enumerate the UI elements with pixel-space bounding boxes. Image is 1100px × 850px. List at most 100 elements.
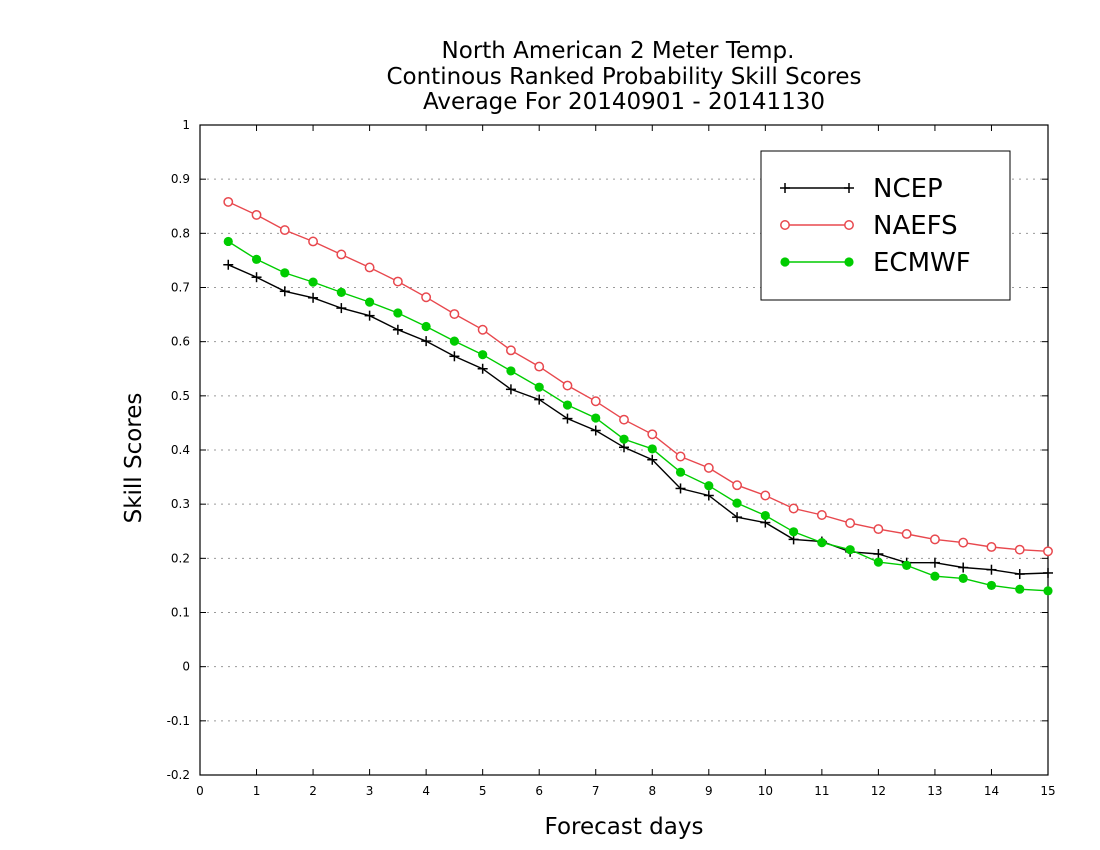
data-point [251,254,262,264]
data-point [675,467,686,477]
data-point [562,380,573,391]
x-tick-label: 13 [927,784,942,798]
y-axis-ticks: -0.2 -0.1 0 0.1 0.2 0.3 0.4 0.5 0.6 0.7 0.8 0.9 1 [167,118,1048,782]
x-tick-label: 8 [648,784,656,798]
data-point [223,196,234,207]
series-naefs [223,196,1053,557]
x-tick-label: 7 [592,784,600,798]
data-point [760,510,770,521]
x-tick-label: 14 [984,784,999,798]
data-point [902,560,912,570]
data-point [421,336,432,347]
data-point [647,454,658,465]
data-point [647,429,658,440]
legend-item-ncep: NCEP [780,174,943,204]
data-point [534,361,545,372]
data-point [958,562,969,573]
data-point [732,512,743,523]
data-point [223,236,233,247]
data-point [816,510,827,520]
x-axis-title: Forecast days [545,814,704,840]
y-tick-label: 0.2 [171,551,190,565]
legend-marker [780,257,790,267]
data-point [1043,586,1053,596]
data-point [845,545,855,555]
data-point [619,414,629,425]
x-tick-label: 1 [253,784,261,798]
data-point [365,297,375,307]
data-point [675,451,686,462]
data-point [958,573,968,583]
data-point [986,542,997,552]
data-point [703,490,714,501]
y-tick-label: -0.1 [167,714,190,728]
legend-item-naefs: NAEFS [780,211,958,241]
data-point [393,308,403,318]
data-point [251,272,262,283]
data-point [873,549,884,559]
data-point [223,259,234,270]
title-line-3: Average For 20140901 - 20141130 [423,89,825,115]
data-point [873,524,884,535]
y-tick-label: 1 [182,118,190,132]
data-point [506,366,516,376]
y-tick-label: 0.6 [171,335,190,349]
data-point [873,557,884,567]
data-point [562,400,573,410]
x-tick-label: 0 [196,784,204,798]
legend: NCEP NAEFS ECMWF [760,150,1011,301]
data-point [590,425,601,436]
series-line-ecmwf [227,240,1049,592]
data-point [789,527,799,537]
data-point [986,564,997,575]
data-point [392,276,403,287]
title-line-1: North American 2 Meter Temp. [442,38,795,64]
data-point [591,413,601,423]
data-point [308,292,319,303]
y-tick-label: 0.4 [171,443,190,457]
data-point [929,557,940,568]
data-point [505,384,516,395]
legend-item-ecmwf: ECMWF [780,248,971,278]
chart-title: North American 2 Meter Temp. Continous R… [386,38,861,115]
data-point [477,363,488,374]
x-tick-label: 3 [366,784,374,798]
title-line-2: Continous Ranked Probability Skill Score… [386,64,861,90]
data-point [279,225,290,236]
data-point [364,262,375,273]
data-point [1043,567,1053,578]
y-tick-label: 0.1 [171,606,190,620]
data-point [336,287,346,297]
legend-label: NAEFS [873,211,958,241]
data-point [619,442,629,453]
series-line-ncep [228,264,1049,575]
x-tick-label: 4 [422,784,430,798]
x-tick-label: 2 [309,784,317,798]
data-point [845,518,856,529]
y-tick-label: 0.9 [171,172,190,186]
y-tick-label: 0.3 [171,497,190,511]
y-tick-label: 0.7 [171,281,190,295]
y-tick-label: 0 [182,660,190,674]
data-point [929,534,940,545]
x-tick-label: 15 [1040,784,1055,798]
data-point [732,498,742,508]
data-point [534,382,544,392]
series-ecmwf [223,236,1053,596]
data-point [647,444,657,454]
data-point [958,537,969,548]
data-point [986,580,997,591]
data-point [817,538,827,548]
data-point [478,350,488,360]
data-point [477,324,488,335]
data-point [619,434,629,444]
data-point [901,529,912,539]
data-point [562,413,573,424]
series-group [223,196,1053,596]
data-point [336,249,347,260]
x-tick-label: 9 [705,784,713,798]
data-point [675,483,686,494]
legend-marker [844,183,854,193]
legend-label: ECMWF [873,248,971,278]
